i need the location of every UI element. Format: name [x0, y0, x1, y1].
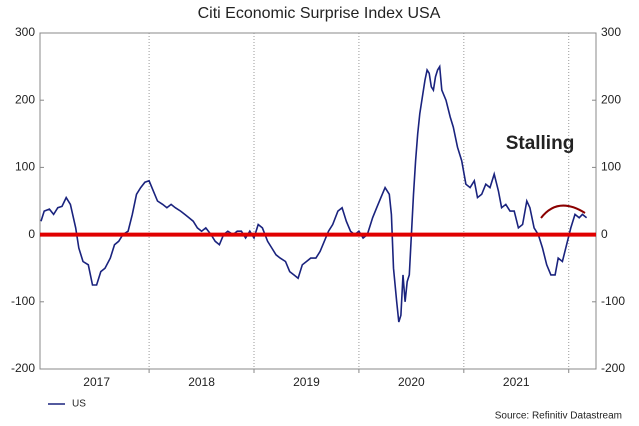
x-tick-label: 2017	[83, 375, 110, 389]
y-tick-label: -200	[11, 361, 35, 375]
x-tick-label: 2021	[503, 375, 530, 389]
y2-tick-label: 0	[601, 227, 608, 241]
y2-tick-label: 100	[601, 160, 621, 174]
annotation-arc	[540, 204, 586, 219]
data-line	[40, 64, 588, 323]
y-tick-label: -100	[11, 294, 35, 308]
y-tick-label: 0	[28, 227, 35, 241]
x-tick-label: 2020	[398, 375, 425, 389]
y2-tick-label: -200	[601, 361, 625, 375]
annotation: Stalling	[506, 133, 575, 154]
x-tick-label: 2019	[293, 375, 320, 389]
y2-tick-label: 200	[601, 92, 621, 106]
y-tick-label: 200	[15, 92, 35, 106]
x-tick-label: 2018	[188, 375, 215, 389]
chart-title: Citi Economic Surprise Index USA	[198, 5, 441, 22]
y-tick-label: 100	[15, 160, 35, 174]
y2-tick-label: -100	[601, 294, 625, 308]
plot-frame	[39, 32, 597, 370]
y2-tick-label: 300	[601, 25, 621, 39]
y-tick-label: 300	[15, 25, 35, 39]
legend-label: US	[72, 399, 86, 410]
source: Source: Refinitiv Datastream	[495, 411, 622, 422]
